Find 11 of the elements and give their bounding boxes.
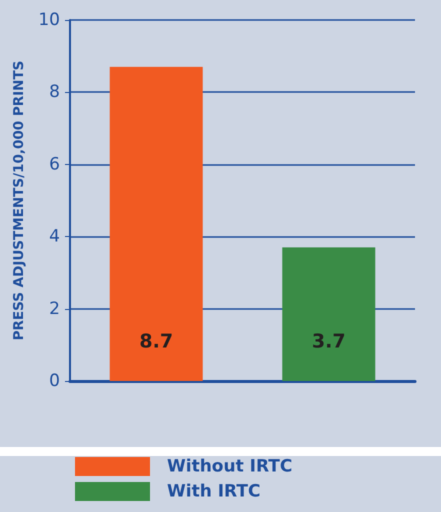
legend-label: With IRTC: [167, 482, 260, 502]
y-tick-label: 0: [49, 371, 60, 391]
y-axis-title: PRESS ADJUSTMENTS/10,000 PRINTS: [11, 60, 27, 340]
data-label: 3.7: [312, 330, 346, 352]
y-tick-label: 2: [49, 298, 60, 319]
y-tick-label: 4: [49, 226, 60, 247]
legend-label: Without IRTC: [167, 456, 292, 476]
y-tick-label: 6: [49, 154, 60, 174]
y-tick-label: 8: [49, 82, 60, 102]
data-label: 8.7: [139, 330, 174, 352]
y-tick-label: 10: [38, 10, 60, 30]
